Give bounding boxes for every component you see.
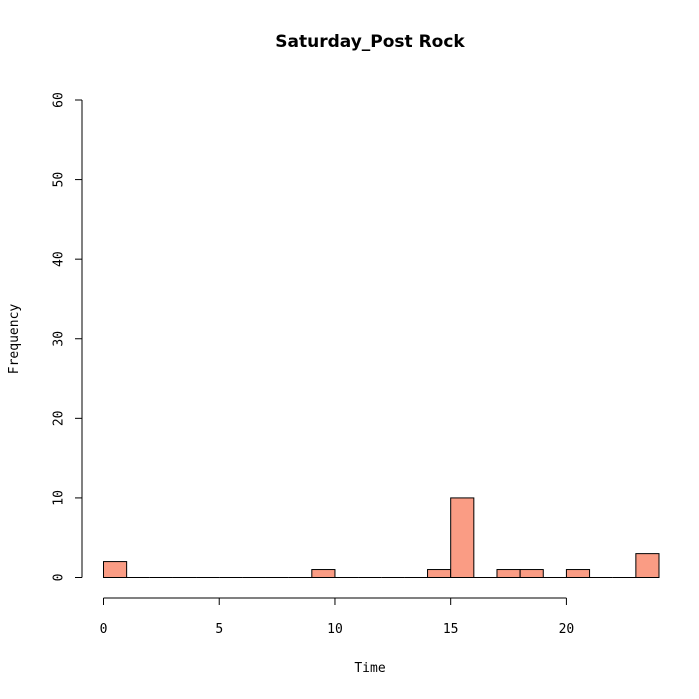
x-tick-label: 5 <box>215 622 223 637</box>
bars-group <box>103 497 660 579</box>
x-tick-label: 20 <box>559 622 575 637</box>
x-tick-label: 15 <box>443 622 459 637</box>
histogram-bar <box>496 569 521 579</box>
histogram-bar <box>311 569 336 579</box>
histogram-bar <box>450 497 475 578</box>
x-tick-label: 0 <box>100 622 108 637</box>
y-tick-label: 10 <box>52 490 67 506</box>
y-tick-label: 60 <box>52 92 67 108</box>
y-tick-label: 30 <box>52 331 67 347</box>
histogram-bar <box>519 569 544 579</box>
chart-title: Saturday_Post Rock <box>275 32 465 52</box>
x-axis: 0 5 10 15 20 <box>100 597 575 637</box>
y-tick-label: 20 <box>52 411 67 427</box>
x-tick-label: 10 <box>327 622 343 637</box>
x-axis-label: Time <box>354 661 385 676</box>
y-axis-label: Frequency <box>7 304 22 375</box>
histogram-bar <box>427 569 452 579</box>
histogram-bar <box>103 561 128 578</box>
y-axis: 0 10 20 30 40 50 60 <box>52 92 83 581</box>
histogram-bar <box>635 553 660 578</box>
y-tick-label: 40 <box>52 251 67 267</box>
y-tick-label: 0 <box>52 574 67 582</box>
histogram-bar <box>565 569 591 579</box>
y-tick-label: 50 <box>52 172 67 188</box>
